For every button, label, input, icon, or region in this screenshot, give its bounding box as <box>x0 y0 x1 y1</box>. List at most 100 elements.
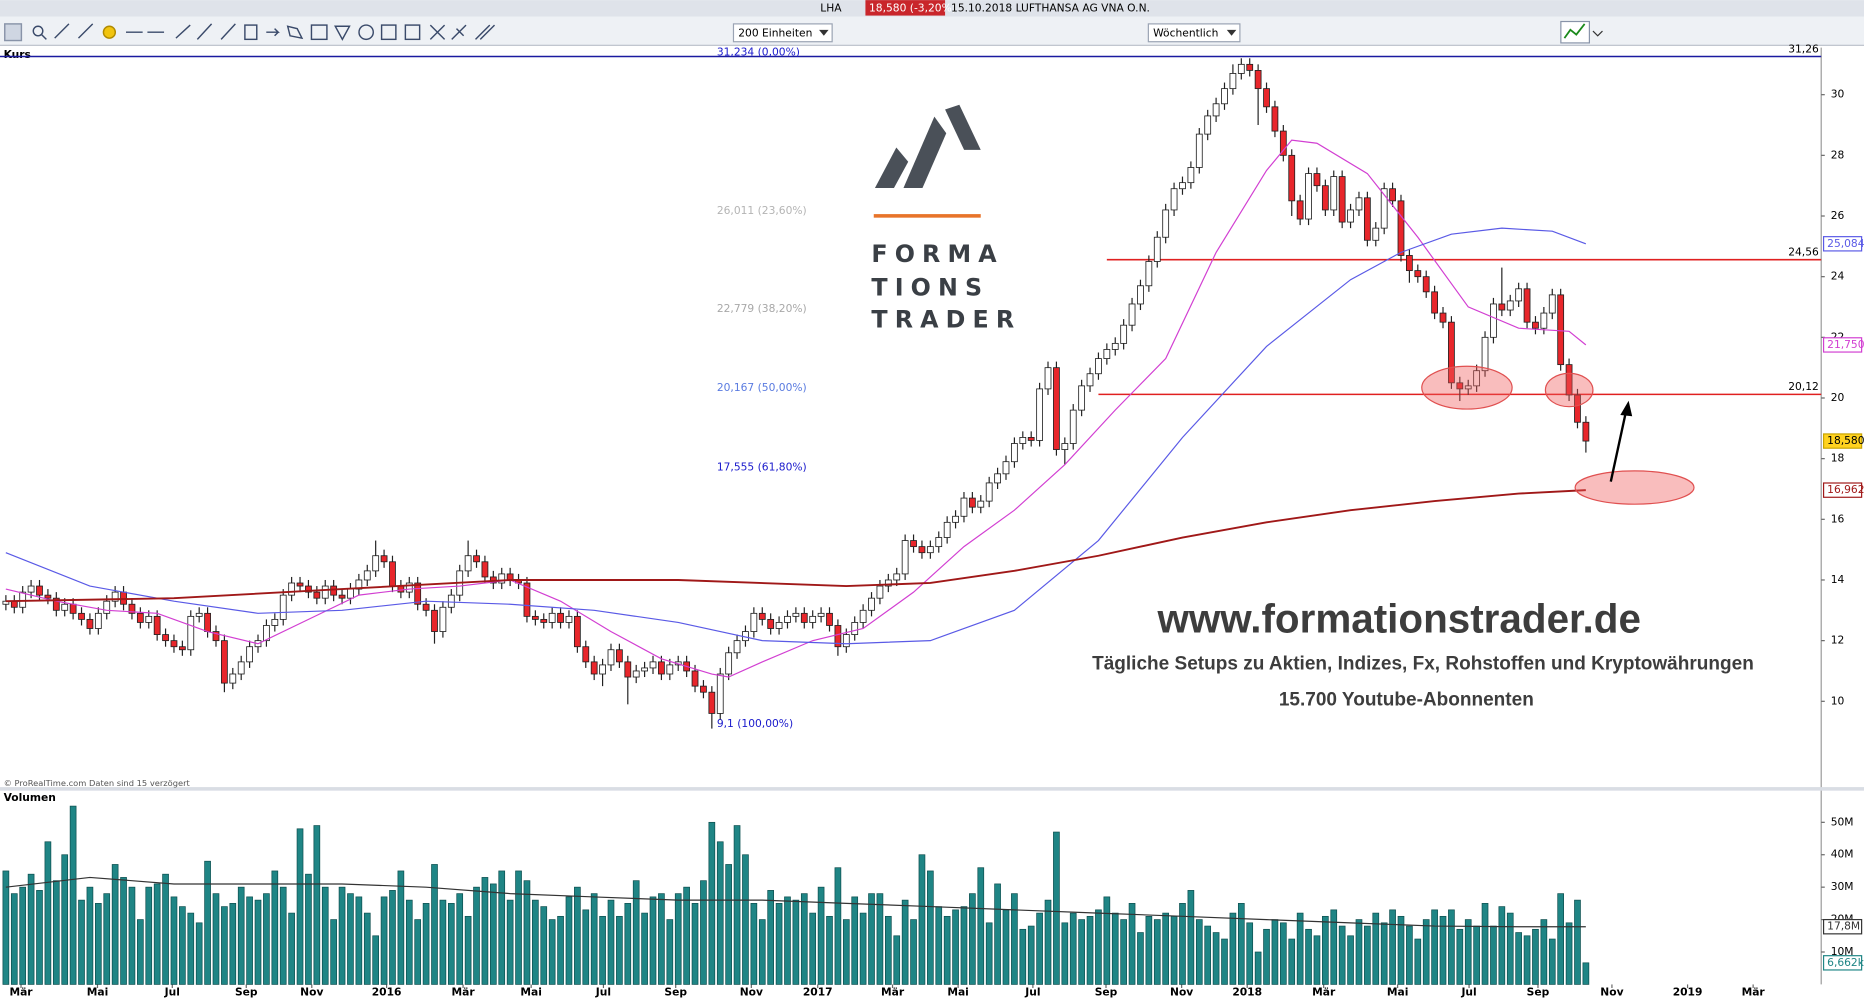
x-tick-label: 2019 <box>1673 986 1703 999</box>
candle-body <box>221 640 228 684</box>
value-tag: 21,750 <box>1827 338 1864 351</box>
footer: © ProRealTime.com Daten sind 15 verzöger… <box>4 778 191 788</box>
volume-bar <box>1170 915 1178 985</box>
volume-bar <box>1431 909 1438 985</box>
volume-bar <box>1372 912 1380 985</box>
volume-bar <box>1498 906 1506 985</box>
candle-body <box>1078 385 1086 411</box>
volume-bar <box>128 886 136 985</box>
units-select[interactable]: 200 Einheiten <box>732 23 833 43</box>
moving-average <box>5 139 1587 678</box>
candle-body <box>195 612 203 617</box>
volume-bar <box>733 825 741 985</box>
candle-body <box>1498 303 1506 311</box>
candle-body <box>767 618 775 629</box>
candle-body <box>10 600 18 608</box>
candle-body <box>842 634 850 648</box>
volume-bar <box>271 870 279 985</box>
volume-bar <box>1464 919 1472 985</box>
y-tick-label: 40M <box>1831 848 1854 861</box>
annotations <box>1421 365 1695 505</box>
candle-body <box>826 612 833 626</box>
x-tick-label: 2018 <box>1232 986 1262 999</box>
x-tick-label: Sep <box>1527 986 1550 999</box>
volume-bar <box>1338 925 1346 985</box>
y-tick-label: 50M <box>1831 815 1854 828</box>
candle-body <box>1338 176 1346 223</box>
volume-bar <box>641 912 648 985</box>
volume-bar <box>1414 938 1422 985</box>
volume-bar <box>809 912 817 985</box>
volume-bar <box>422 903 430 985</box>
candle-body <box>1128 303 1136 326</box>
candle-body <box>204 612 211 632</box>
volume-bar <box>590 893 598 985</box>
x-tick-label: Jul <box>1460 986 1476 999</box>
candle-body <box>1229 73 1237 90</box>
volume-bar <box>305 873 312 985</box>
volume-bar <box>1313 935 1321 985</box>
candle-body <box>918 546 926 554</box>
volume-bar <box>10 893 18 985</box>
volume-bar <box>414 919 422 985</box>
candle-body <box>439 606 447 632</box>
volume-bar <box>607 899 615 985</box>
volume-bar <box>447 903 455 985</box>
y-tick-label: 26 <box>1831 209 1845 222</box>
candle-body <box>977 500 985 508</box>
chart-type-button[interactable] <box>1560 20 1603 44</box>
volume-bar <box>464 915 472 985</box>
volume-bar <box>1557 893 1565 985</box>
volume-bar <box>363 912 371 985</box>
candle-body <box>1582 421 1590 442</box>
y-tick-label: 12 <box>1831 634 1845 647</box>
volume-bar <box>330 919 337 985</box>
volume-bar <box>800 893 808 985</box>
volume-bar <box>565 896 573 985</box>
volume-bar <box>1086 915 1094 985</box>
period-select[interactable]: Wöchentlich <box>1147 23 1241 43</box>
volume-bar <box>994 883 1001 985</box>
candle-body <box>716 673 724 714</box>
watermark-subscribers: 15.700 Youtube-Abonnenten <box>1279 689 1534 710</box>
volume-bar <box>1506 912 1514 985</box>
fibonacci-label: 31,234 (0,00%) <box>717 46 800 59</box>
volume-bar <box>1254 951 1262 985</box>
volume-bar <box>1330 909 1338 985</box>
plot: 101214161820222426283031,2624,5620,1231,… <box>0 42 1864 999</box>
volume-bar <box>372 935 379 985</box>
candle-body <box>103 600 111 614</box>
volume-bar <box>389 890 396 985</box>
volume-bar <box>187 912 195 985</box>
tool-icons[interactable] <box>4 23 496 42</box>
candle-body <box>61 603 69 611</box>
volume-bar <box>78 899 85 985</box>
volume-bar <box>44 841 52 985</box>
volume-bar <box>1515 932 1522 985</box>
fibonacci-label: 22,779 (38,20%) <box>717 302 807 315</box>
volume-bar <box>515 870 522 985</box>
candle-body <box>52 597 60 611</box>
volume-bar <box>1221 938 1228 985</box>
volume-bar <box>229 903 237 985</box>
value-tag: 16,962 <box>1827 483 1864 496</box>
volume-bar <box>279 886 287 985</box>
volume-bar <box>481 877 489 985</box>
volume-bar <box>1448 909 1455 985</box>
candle-body <box>1380 188 1388 229</box>
volume-bar <box>380 896 388 985</box>
volume-bar <box>1027 925 1035 985</box>
candle-body <box>1027 437 1035 441</box>
candle-body <box>288 582 296 596</box>
volume-bar <box>960 906 968 985</box>
fibonacci-label: 9,1 (100,00%) <box>717 717 793 730</box>
price-panel-title: Kurs <box>4 48 31 61</box>
logo-line: FORMA <box>871 240 1003 268</box>
candle-body <box>666 664 674 675</box>
candle-body <box>347 588 354 599</box>
volume-bar <box>95 903 102 985</box>
candle-body <box>893 573 901 581</box>
candle-body <box>498 573 506 584</box>
volume-bar <box>145 886 153 985</box>
volume-bar <box>658 893 665 985</box>
